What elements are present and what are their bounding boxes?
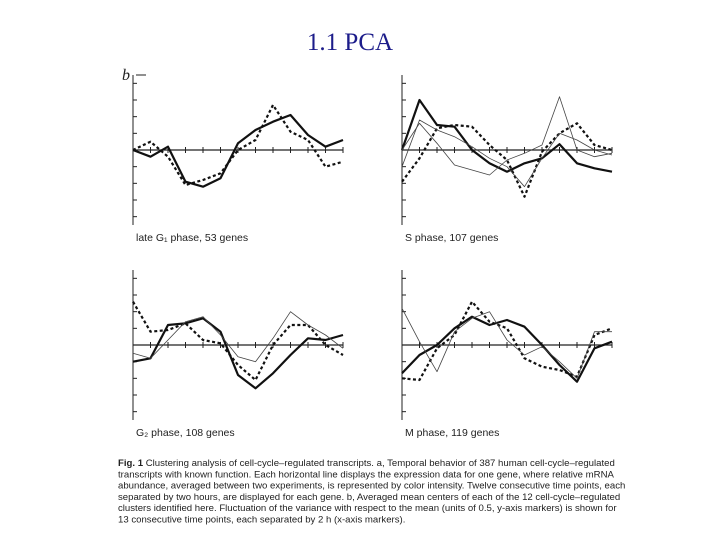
series-line [132, 317, 344, 390]
figure-caption-line: clusters identified here. Fluctuation of… [118, 503, 617, 514]
figure-caption-line: Fig. 1 Clustering analysis of cell-cycle… [118, 458, 615, 469]
series-line [401, 300, 613, 382]
series-line [400, 98, 613, 173]
series-line [401, 308, 612, 379]
series-line [132, 301, 344, 382]
series-line [401, 315, 613, 383]
series-line [132, 113, 344, 188]
panel-caption: M phase, 119 genes [405, 427, 499, 439]
panel-label: b [122, 67, 130, 84]
slide-title: 1.1 PCA [307, 29, 393, 56]
panel-caption: G₂ phase, 108 genes [136, 427, 235, 439]
figure-caption-line: 13 consecutive time points, each separat… [118, 515, 405, 526]
series-line [132, 311, 344, 363]
figure-caption-line: abundance, averaged between two experime… [118, 481, 625, 492]
series-line [401, 119, 613, 188]
figure-label: Fig. 1 [118, 458, 144, 469]
series-line [401, 96, 613, 176]
panel-caption: S phase, 107 genes [405, 232, 498, 244]
series-line [401, 122, 613, 198]
panel-caption: late G₁ phase, 53 genes [136, 232, 248, 244]
figure-caption-line: transcripts with known function. Each ho… [118, 469, 615, 480]
figure-caption-line: separated by two hours, are displayed fo… [118, 492, 620, 503]
figure-caption-text: Clustering analysis of cell-cycle–regula… [143, 458, 615, 469]
